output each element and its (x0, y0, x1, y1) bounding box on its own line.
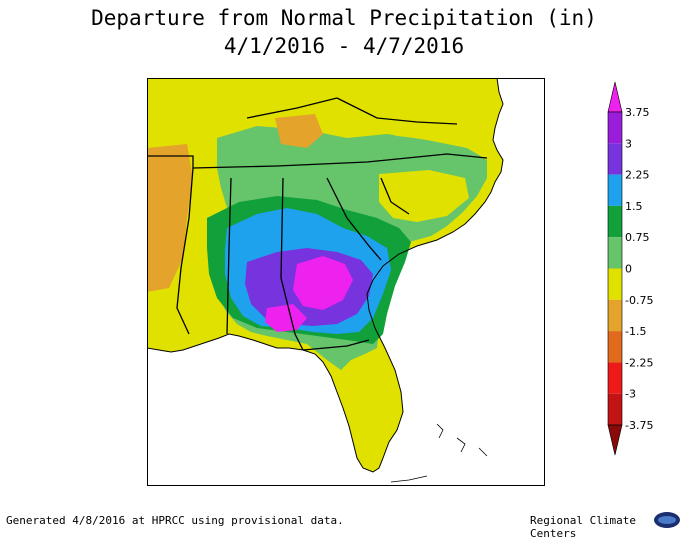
region-orange-ky (275, 114, 323, 148)
coastline (147, 78, 504, 473)
legend-tick-label: -3 (625, 388, 636, 401)
legend-swatch (608, 331, 622, 363)
color-legend: 3.75 3 2.25 1.5 0.75 0 -0.75 -1.5 -2.25 -3 -3.75 (607, 81, 653, 456)
map-frame (147, 78, 545, 486)
legend-tick-label: 0.75 (625, 231, 650, 244)
region-magenta-sw (265, 304, 307, 332)
legend-swatch (608, 174, 622, 206)
legend-swatch (608, 268, 622, 300)
region-yellow-fl (347, 376, 391, 464)
legend-tick-label: 0 (625, 263, 632, 276)
region-yellow-va (347, 92, 477, 140)
legend-arrow-top (607, 81, 623, 113)
legend-tick-label: -3.75 (625, 419, 653, 432)
legend-tick-label: 1.5 (625, 200, 643, 213)
legend-arrow-bottom (607, 424, 623, 456)
legend-swatch (608, 393, 622, 425)
state-boundaries (147, 97, 488, 351)
legend-tick-label: 3 (625, 137, 632, 150)
region-orange-west (147, 144, 193, 292)
precipitation-map (147, 78, 545, 486)
legend-outline (607, 111, 623, 426)
islands (390, 423, 488, 483)
map-date-range: 4/1/2016 - 4/7/2016 (223, 34, 465, 58)
rcc-logo-icon (654, 512, 680, 528)
legend-swatch (608, 299, 622, 332)
legend-tick-label: -1.5 (625, 325, 646, 338)
legend-swatch (608, 143, 622, 175)
map-title: Departure from Normal Precipitation (in) (91, 6, 597, 30)
legend-swatch (608, 362, 622, 394)
footer-generated-note: Generated 4/8/2016 at HPRCC using provis… (6, 514, 344, 527)
legend-tick-label: -2.25 (625, 356, 653, 369)
legend-swatch (608, 112, 622, 144)
legend-tick-label: 3.75 (625, 106, 650, 119)
legend-swatch (608, 237, 622, 269)
legend-tick-label: -0.75 (625, 294, 653, 307)
legend-tick-label: 2.25 (625, 169, 650, 182)
legend-swatch (608, 205, 622, 238)
region-magenta (293, 256, 353, 310)
